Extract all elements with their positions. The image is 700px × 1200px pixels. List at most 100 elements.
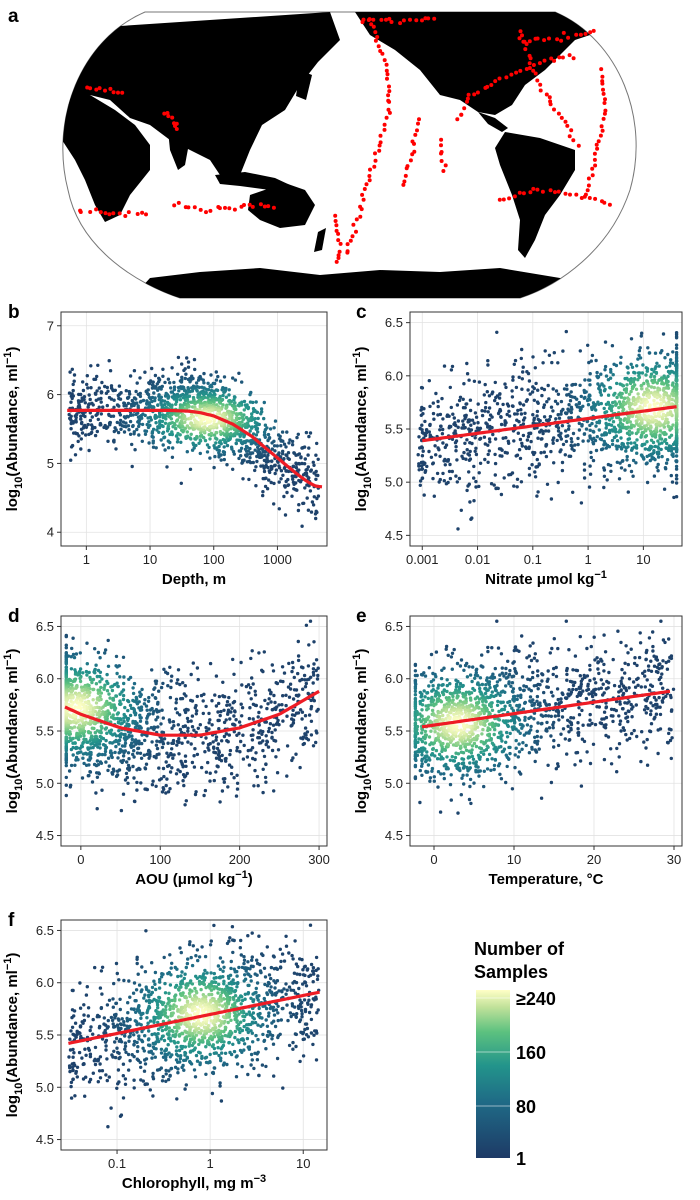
- data-point: [627, 392, 632, 396]
- data-point: [292, 688, 297, 692]
- data-point: [170, 766, 174, 770]
- data-point: [248, 400, 253, 404]
- data-point: [511, 375, 515, 379]
- station-point-110: [538, 82, 543, 87]
- station-point-240: [371, 17, 376, 22]
- station-point-24: [378, 133, 383, 138]
- data-point: [468, 457, 473, 461]
- data-point: [212, 422, 216, 426]
- data-point: [495, 330, 499, 334]
- data-point: [510, 389, 514, 393]
- data-point: [214, 704, 219, 708]
- data-point: [674, 454, 679, 458]
- station-point-32: [367, 174, 372, 178]
- data-point: [90, 430, 94, 435]
- data-point: [163, 394, 168, 398]
- data-point: [261, 476, 265, 481]
- data-point: [225, 703, 229, 707]
- data-point: [127, 395, 131, 399]
- station-point-10: [384, 62, 389, 67]
- data-point: [105, 385, 110, 390]
- station-point-44: [350, 234, 355, 239]
- data-point: [617, 477, 622, 481]
- data-point: [532, 416, 537, 420]
- data-point: [128, 419, 133, 424]
- data-point: [171, 756, 175, 760]
- data-point: [417, 435, 421, 439]
- data-point: [532, 398, 536, 402]
- data-point: [117, 768, 122, 772]
- station-point-31: [368, 167, 372, 172]
- station-point-166: [574, 192, 579, 197]
- station-point-219: [162, 111, 167, 116]
- data-point: [659, 681, 663, 686]
- data-point: [81, 740, 86, 744]
- data-point: [74, 415, 78, 420]
- data-point: [78, 679, 83, 684]
- station-point-131: [603, 97, 607, 102]
- data-point: [118, 421, 122, 426]
- data-point: [269, 700, 273, 704]
- data-point: [301, 742, 305, 747]
- data-point: [122, 675, 126, 679]
- data-point: [512, 484, 516, 488]
- data-point: [285, 774, 289, 778]
- data-point: [208, 437, 212, 441]
- data-point: [202, 371, 206, 376]
- data-point: [261, 767, 265, 771]
- data-point: [132, 403, 136, 408]
- data-point: [599, 401, 603, 406]
- data-point: [214, 430, 218, 435]
- data-point: [297, 478, 301, 483]
- data-point: [256, 416, 260, 421]
- station-point-165: [568, 192, 572, 197]
- data-point: [644, 373, 648, 377]
- data-point: [599, 393, 603, 397]
- data-point: [651, 649, 655, 653]
- data-point: [651, 630, 655, 634]
- data-point: [98, 729, 103, 733]
- data-point: [228, 402, 232, 406]
- data-point: [228, 703, 232, 707]
- data-point: [76, 439, 80, 444]
- data-point: [486, 359, 490, 363]
- data-point: [515, 412, 519, 416]
- data-point: [207, 721, 211, 725]
- station-point-162: [553, 190, 557, 195]
- data-point: [565, 383, 569, 387]
- station-point-200: [232, 207, 237, 212]
- data-point: [145, 399, 149, 403]
- data-point: [109, 397, 114, 401]
- station-point-233: [337, 249, 342, 254]
- station-point-83: [497, 76, 502, 81]
- data-point: [307, 713, 312, 717]
- data-point: [164, 783, 168, 788]
- data-point: [172, 380, 176, 385]
- data-point: [121, 697, 126, 702]
- data-point: [665, 383, 670, 387]
- data-point: [588, 464, 592, 468]
- data-point: [303, 471, 307, 476]
- data-point: [636, 378, 640, 382]
- data-point: [626, 366, 630, 370]
- data-point: [169, 679, 173, 683]
- data-point: [237, 449, 241, 453]
- data-point: [660, 672, 664, 676]
- data-point: [169, 685, 173, 690]
- data-point: [314, 477, 318, 481]
- data-point: [671, 361, 675, 365]
- data-point: [476, 421, 480, 425]
- data-point: [70, 367, 75, 371]
- station-point-96: [560, 55, 565, 60]
- station-point-194: [204, 210, 208, 215]
- data-point: [253, 424, 257, 429]
- data-point: [241, 733, 245, 737]
- data-point: [69, 458, 73, 462]
- data-point: [115, 665, 120, 669]
- data-point: [286, 456, 290, 460]
- data-point: [470, 441, 474, 446]
- data-point: [483, 457, 487, 462]
- data-point: [626, 490, 630, 494]
- data-point: [455, 403, 460, 407]
- data-point: [609, 408, 614, 413]
